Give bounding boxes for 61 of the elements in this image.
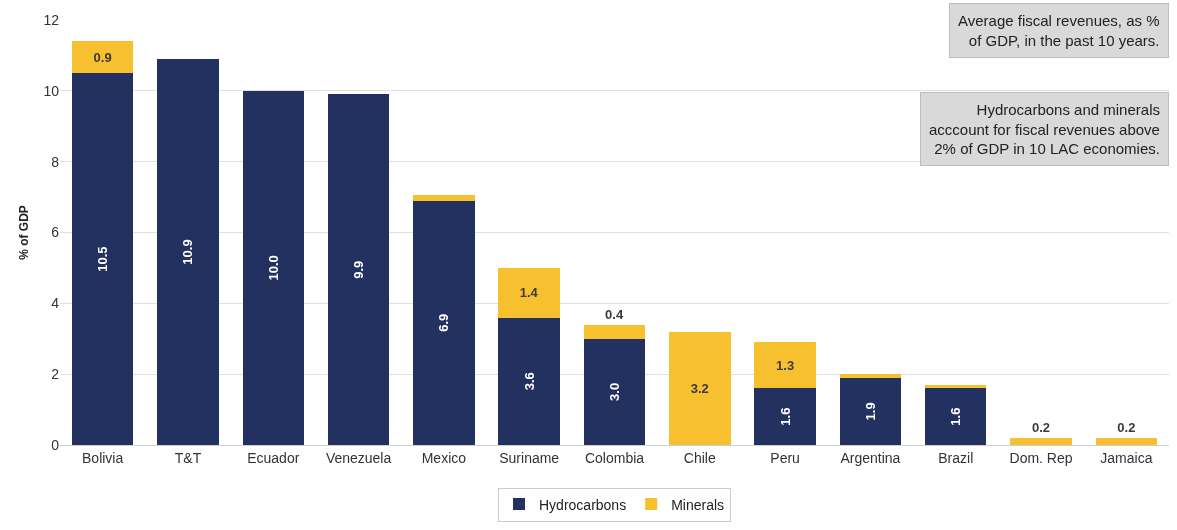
y-tick-label: 4: [51, 295, 60, 312]
bar: [413, 200, 475, 445]
data-label: 1.4: [519, 285, 539, 301]
data-label: 3.6: [521, 372, 537, 391]
x-tick-label: Mexico: [421, 449, 467, 466]
y-tick-label: 0: [51, 436, 60, 453]
x-tick-label: Ecuador: [247, 449, 300, 466]
legend-label: Minerals: [671, 496, 725, 513]
data-label: 10.0: [265, 255, 281, 281]
data-label: 0.2: [1032, 419, 1051, 435]
bar: [498, 317, 560, 445]
y-tick-label: 12: [43, 11, 60, 28]
data-label: 10.5: [95, 246, 111, 272]
bar: [1095, 437, 1158, 445]
data-label: 0.2: [1117, 419, 1136, 435]
data-label: 3.2: [690, 380, 709, 396]
x-tick-label: T&T: [174, 449, 202, 466]
data-label: 6.9: [436, 313, 452, 332]
data-label: 9.9: [351, 260, 367, 279]
y-tick-label: 10: [43, 82, 60, 99]
data-label: 1.9: [862, 402, 878, 421]
data-label: 1.3: [776, 357, 795, 373]
x-tick-label: Brazil: [938, 449, 974, 466]
x-tick-label: Bolivia: [82, 449, 124, 466]
annotation: Hydrocarbons and minerals acccount for fiscal revenues above 2% of GDP in 10 LAC economies.: [929, 101, 1160, 157]
bar: [71, 41, 134, 74]
data-label: 0.9: [93, 49, 112, 65]
bar: [754, 342, 816, 389]
x-tick-label: Colombia: [584, 449, 645, 466]
bar: [925, 388, 987, 445]
data-label: 10.9: [180, 239, 196, 265]
y-axis-title: % of GDP: [16, 205, 31, 260]
data-label: 1.6: [948, 407, 964, 426]
bar: [413, 195, 475, 201]
y-tick-label: 8: [51, 153, 60, 170]
x-tick-label: Jamaica: [1100, 449, 1153, 466]
bar: [498, 267, 560, 318]
annotation: Average fiscal revenues, as % of GDP, in the past 10 years.: [958, 12, 1160, 49]
x-tick-label: Venezuela: [325, 449, 392, 466]
x-tick-label: Peru: [770, 449, 800, 466]
x-tick-label: Argentina: [840, 449, 901, 466]
bar: [583, 338, 646, 445]
x-tick-label: Dom. Rep: [1009, 449, 1073, 466]
data-label: 0.4: [605, 306, 624, 322]
bar: [71, 73, 134, 445]
data-label: 3.0: [607, 382, 622, 401]
bar: [327, 94, 390, 445]
y-tick-label: 6: [51, 224, 60, 241]
x-tick-label: Chile: [683, 449, 716, 466]
bar: [1010, 437, 1072, 445]
bar: [583, 324, 646, 339]
y-tick-label: 2: [51, 366, 60, 383]
x-tick-label: Suriname: [499, 449, 560, 466]
bar: [669, 331, 731, 445]
bar: [839, 377, 902, 445]
bar: [839, 374, 902, 378]
data-label: 1.6: [777, 407, 793, 426]
legend-label: Hydrocarbons: [539, 496, 627, 513]
bar: [754, 388, 816, 445]
bar: [242, 90, 304, 445]
bar: [157, 58, 219, 445]
